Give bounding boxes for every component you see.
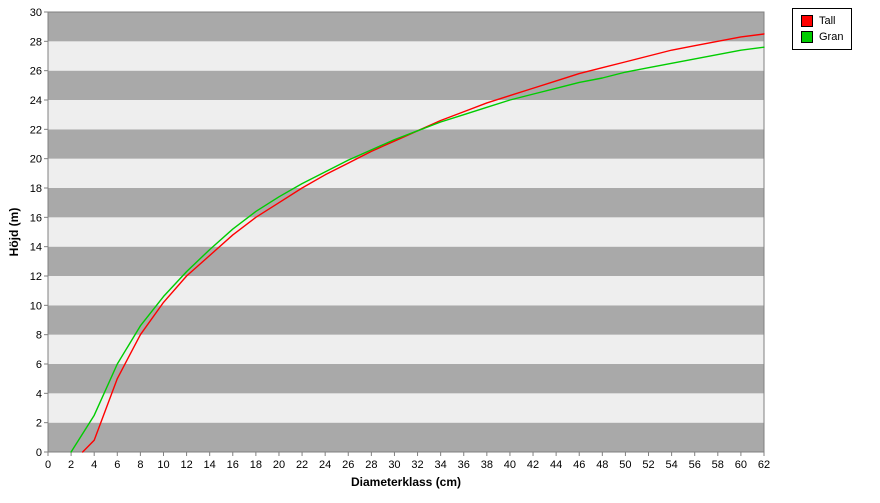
- y-tick-label: 4: [36, 388, 42, 400]
- legend-swatch: [801, 15, 813, 27]
- y-axis-label: Höjd (m): [7, 208, 21, 257]
- x-tick-label: 26: [342, 459, 354, 471]
- grid-band: [48, 71, 764, 100]
- x-tick-label: 10: [157, 459, 169, 471]
- y-tick-label: 26: [30, 66, 42, 78]
- x-tick-label: 56: [689, 459, 701, 471]
- x-tick-label: 30: [388, 459, 400, 471]
- grid-band: [48, 276, 764, 305]
- grid-band: [48, 393, 764, 422]
- legend-item: Gran: [801, 29, 843, 45]
- grid-band: [48, 159, 764, 188]
- grid-band: [48, 305, 764, 334]
- x-tick-label: 8: [137, 459, 143, 471]
- y-tick-label: 10: [30, 300, 42, 312]
- grid-band: [48, 423, 764, 452]
- x-tick-label: 42: [527, 459, 539, 471]
- x-tick-label: 32: [411, 459, 423, 471]
- y-tick-label: 14: [30, 242, 42, 254]
- legend: TallGran: [792, 8, 852, 50]
- grid-band: [48, 335, 764, 364]
- y-tick-label: 22: [30, 124, 42, 136]
- legend-label: Gran: [819, 29, 843, 45]
- x-tick-label: 12: [180, 459, 192, 471]
- x-tick-label: 44: [550, 459, 562, 471]
- x-tick-label: 40: [504, 459, 516, 471]
- x-tick-label: 46: [573, 459, 585, 471]
- grid-band: [48, 364, 764, 393]
- grid-band: [48, 129, 764, 158]
- x-tick-label: 14: [204, 459, 216, 471]
- y-tick-label: 6: [36, 359, 42, 371]
- x-tick-label: 2: [68, 459, 74, 471]
- x-tick-label: 6: [114, 459, 120, 471]
- x-tick-label: 60: [735, 459, 747, 471]
- x-tick-label: 52: [642, 459, 654, 471]
- y-tick-label: 24: [30, 95, 42, 107]
- x-tick-label: 16: [227, 459, 239, 471]
- grid-band: [48, 188, 764, 217]
- grid-band: [48, 100, 764, 129]
- y-tick-label: 18: [30, 183, 42, 195]
- grid-band: [48, 247, 764, 276]
- legend-item: Tall: [801, 13, 843, 29]
- x-tick-label: 48: [596, 459, 608, 471]
- y-tick-label: 28: [30, 36, 42, 48]
- grid-band: [48, 12, 764, 41]
- x-tick-label: 38: [481, 459, 493, 471]
- grid-band: [48, 217, 764, 246]
- legend-swatch: [801, 31, 813, 43]
- x-tick-label: 18: [250, 459, 262, 471]
- x-tick-label: 22: [296, 459, 308, 471]
- chart-plot-wrap: 0246810121416182022242628300246810121416…: [4, 4, 774, 499]
- x-tick-label: 62: [758, 459, 770, 471]
- x-tick-label: 24: [319, 459, 331, 471]
- legend-label: Tall: [819, 13, 836, 29]
- x-axis-label: Diameterklass (cm): [351, 475, 461, 489]
- x-tick-label: 0: [45, 459, 51, 471]
- chart-container: 0246810121416182022242628300246810121416…: [0, 0, 880, 503]
- y-tick-label: 30: [30, 7, 42, 19]
- y-tick-label: 2: [36, 418, 42, 430]
- x-tick-label: 50: [619, 459, 631, 471]
- x-tick-label: 20: [273, 459, 285, 471]
- x-tick-label: 54: [665, 459, 677, 471]
- x-tick-label: 28: [365, 459, 377, 471]
- x-tick-label: 4: [91, 459, 97, 471]
- y-tick-label: 12: [30, 271, 42, 283]
- x-tick-label: 58: [712, 459, 724, 471]
- y-tick-label: 8: [36, 330, 42, 342]
- line-chart: 0246810121416182022242628300246810121416…: [4, 4, 774, 496]
- x-tick-label: 34: [435, 459, 447, 471]
- x-tick-label: 36: [458, 459, 470, 471]
- y-tick-label: 0: [36, 447, 42, 459]
- y-tick-label: 20: [30, 154, 42, 166]
- y-tick-label: 16: [30, 212, 42, 224]
